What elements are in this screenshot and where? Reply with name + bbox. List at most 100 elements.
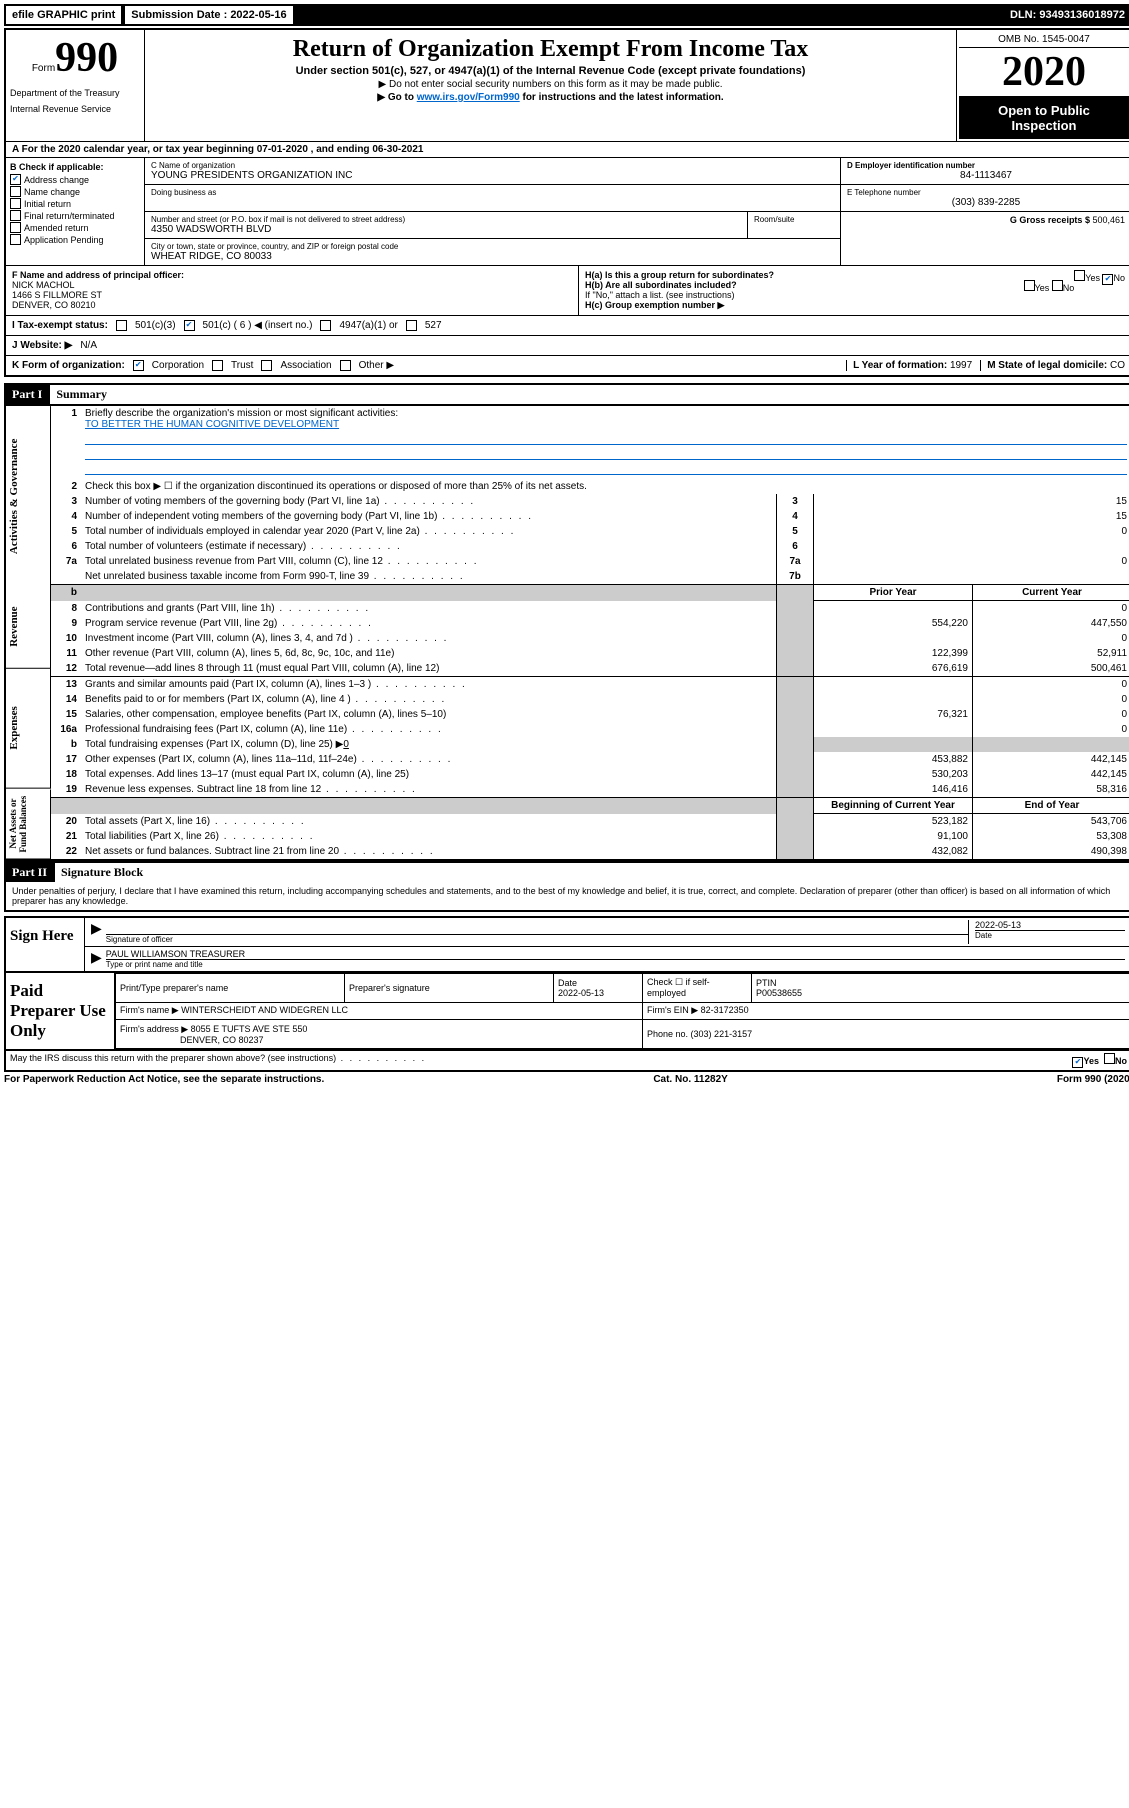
- l10-desc: Investment income (Part VIII, column (A)…: [81, 631, 777, 646]
- irs-link[interactable]: www.irs.gov/Form990: [417, 92, 520, 103]
- l7b-val: [814, 569, 1129, 585]
- chk-527[interactable]: [406, 320, 417, 331]
- tax-status-row: I Tax-exempt status: 501(c)(3) 501(c) ( …: [4, 316, 1129, 336]
- ha-label: H(a) Is this a group return for subordin…: [585, 270, 774, 280]
- chk-4947[interactable]: [320, 320, 331, 331]
- l21-prior: 91,100: [814, 829, 973, 844]
- l15-curr: 0: [973, 707, 1129, 722]
- top-bar: efile GRAPHIC print Submission Date : 20…: [4, 4, 1129, 26]
- ptin-label: PTIN: [756, 978, 777, 988]
- form-header: Form990 Department of the Treasury Inter…: [4, 28, 1129, 141]
- l14-curr: 0: [973, 692, 1129, 707]
- l19-desc: Revenue less expenses. Subtract line 18 …: [81, 782, 777, 798]
- l21-desc: Total liabilities (Part X, line 26): [81, 829, 777, 844]
- part-1-header: Part I: [4, 385, 50, 404]
- chk-corp[interactable]: [133, 360, 144, 371]
- chk-trust[interactable]: [212, 360, 223, 371]
- website-row: J Website: ▶ N/A: [4, 336, 1129, 356]
- g-label: G Gross receipts $: [1010, 215, 1093, 225]
- firm-name-label: Firm's name ▶: [120, 1005, 181, 1015]
- gross-receipts: 500,461: [1092, 215, 1125, 225]
- l5-desc: Total number of individuals employed in …: [81, 524, 777, 539]
- ptin: P00538655: [756, 988, 802, 998]
- l1-mission: TO BETTER THE HUMAN COGNITIVE DEVELOPMEN…: [85, 419, 339, 430]
- firm-name: WINTERSCHEIDT AND WIDEGREN LLC: [181, 1005, 348, 1015]
- l4-desc: Number of independent voting members of …: [81, 509, 777, 524]
- arrow-icon: ▶: [91, 949, 102, 969]
- l6-val: [814, 539, 1129, 554]
- chk-final[interactable]: [10, 210, 21, 221]
- l13-curr: 0: [973, 677, 1129, 693]
- firm-ein-label: Firm's EIN ▶: [647, 1005, 701, 1015]
- form-990: 990: [55, 35, 118, 81]
- l17-desc: Other expenses (Part IX, column (A), lin…: [81, 752, 777, 767]
- l11-prior: 122,399: [814, 646, 973, 661]
- website-val: N/A: [80, 340, 97, 351]
- arrow-icon: ▶: [91, 920, 102, 944]
- l16a-curr: 0: [973, 722, 1129, 737]
- chk-501c[interactable]: [184, 320, 195, 331]
- side-expenses: Expenses: [6, 669, 51, 789]
- subtitle-3: ▶ Go to www.irs.gov/Form990 for instruct…: [151, 92, 950, 103]
- l19-curr: 58,316: [973, 782, 1129, 798]
- l12-curr: 500,461: [973, 661, 1129, 677]
- firm-addr2: DENVER, CO 80237: [180, 1035, 264, 1045]
- part-1-bar: Part I Summary: [4, 383, 1129, 404]
- officer-name: NICK MACHOL: [12, 280, 75, 290]
- c-label: C Name of organization: [151, 161, 834, 170]
- l20-desc: Total assets (Part X, line 16): [81, 814, 777, 830]
- part-1-title: Summary: [56, 387, 107, 402]
- l18-desc: Total expenses. Add lines 13–17 (must eq…: [81, 767, 777, 782]
- chk-assoc[interactable]: [261, 360, 272, 371]
- discuss-row: May the IRS discuss this return with the…: [4, 1051, 1129, 1072]
- goto-prefix: ▶ Go to: [377, 92, 416, 103]
- discuss-yes[interactable]: [1072, 1057, 1083, 1068]
- l2: Check this box ▶ ☐ if the organization d…: [81, 479, 1129, 494]
- hdr-boy: Beginning of Current Year: [814, 798, 973, 814]
- chk-pending[interactable]: [10, 234, 21, 245]
- chk-address[interactable]: [10, 174, 21, 185]
- check-b-title: B Check if applicable:: [10, 162, 140, 172]
- org-addr: 4350 WADSWORTH BLVD: [151, 224, 741, 235]
- l14-desc: Benefits paid to or for members (Part IX…: [81, 692, 777, 707]
- row-a: A For the 2020 calendar year, or tax yea…: [4, 141, 1129, 158]
- l7a-desc: Total unrelated business revenue from Pa…: [81, 554, 777, 569]
- firm-phone-label: Phone no.: [647, 1029, 691, 1039]
- ha-no[interactable]: [1102, 274, 1113, 285]
- chk-amended[interactable]: [10, 222, 21, 233]
- l8-curr: 0: [973, 601, 1129, 617]
- discuss-no[interactable]: [1104, 1053, 1115, 1064]
- org-name: YOUNG PRESIDENTS ORGANIZATION INC: [151, 170, 834, 181]
- form-990-footer: Form 990 (2020): [1057, 1074, 1129, 1085]
- omb-number: OMB No. 1545-0047: [959, 32, 1129, 48]
- chk-501c3[interactable]: [116, 320, 127, 331]
- side-governance: Activities & Governance: [6, 406, 51, 586]
- efile-tag[interactable]: efile GRAPHIC print: [6, 6, 121, 24]
- l11-desc: Other revenue (Part VIII, column (A), li…: [81, 646, 777, 661]
- org-city: WHEAT RIDGE, CO 80033: [151, 251, 834, 262]
- side-revenue: Revenue: [6, 586, 51, 669]
- hb-no[interactable]: [1052, 280, 1063, 291]
- chk-other[interactable]: [340, 360, 351, 371]
- l9-desc: Program service revenue (Part VIII, line…: [81, 616, 777, 631]
- subtitle-1: Under section 501(c), 527, or 4947(a)(1)…: [151, 65, 950, 77]
- open-public: Open to PublicInspection: [959, 97, 1129, 139]
- l22-desc: Net assets or fund balances. Subtract li…: [81, 844, 777, 859]
- firm-phone: (303) 221-3157: [691, 1029, 753, 1039]
- l-label: L Year of formation:: [853, 360, 950, 371]
- l9-prior: 554,220: [814, 616, 973, 631]
- l6-desc: Total number of volunteers (estimate if …: [81, 539, 777, 554]
- l13-desc: Grants and similar amounts paid (Part IX…: [81, 677, 777, 693]
- sig-declaration: Under penalties of perjury, I declare th…: [4, 882, 1129, 912]
- ha-yes[interactable]: [1074, 270, 1085, 281]
- chk-initial[interactable]: [10, 198, 21, 209]
- hdr-current: Current Year: [973, 585, 1129, 601]
- check-self-employed[interactable]: Check ☐ if self-employed: [643, 974, 752, 1003]
- sig-officer-label: Signature of officer: [106, 934, 968, 944]
- chk-name[interactable]: [10, 186, 21, 197]
- e-label: E Telephone number: [847, 188, 1125, 197]
- firm-addr-label: Firm's address ▶: [120, 1024, 191, 1034]
- l17-curr: 442,145: [973, 752, 1129, 767]
- l12-prior: 676,619: [814, 661, 973, 677]
- hb-yes[interactable]: [1024, 280, 1035, 291]
